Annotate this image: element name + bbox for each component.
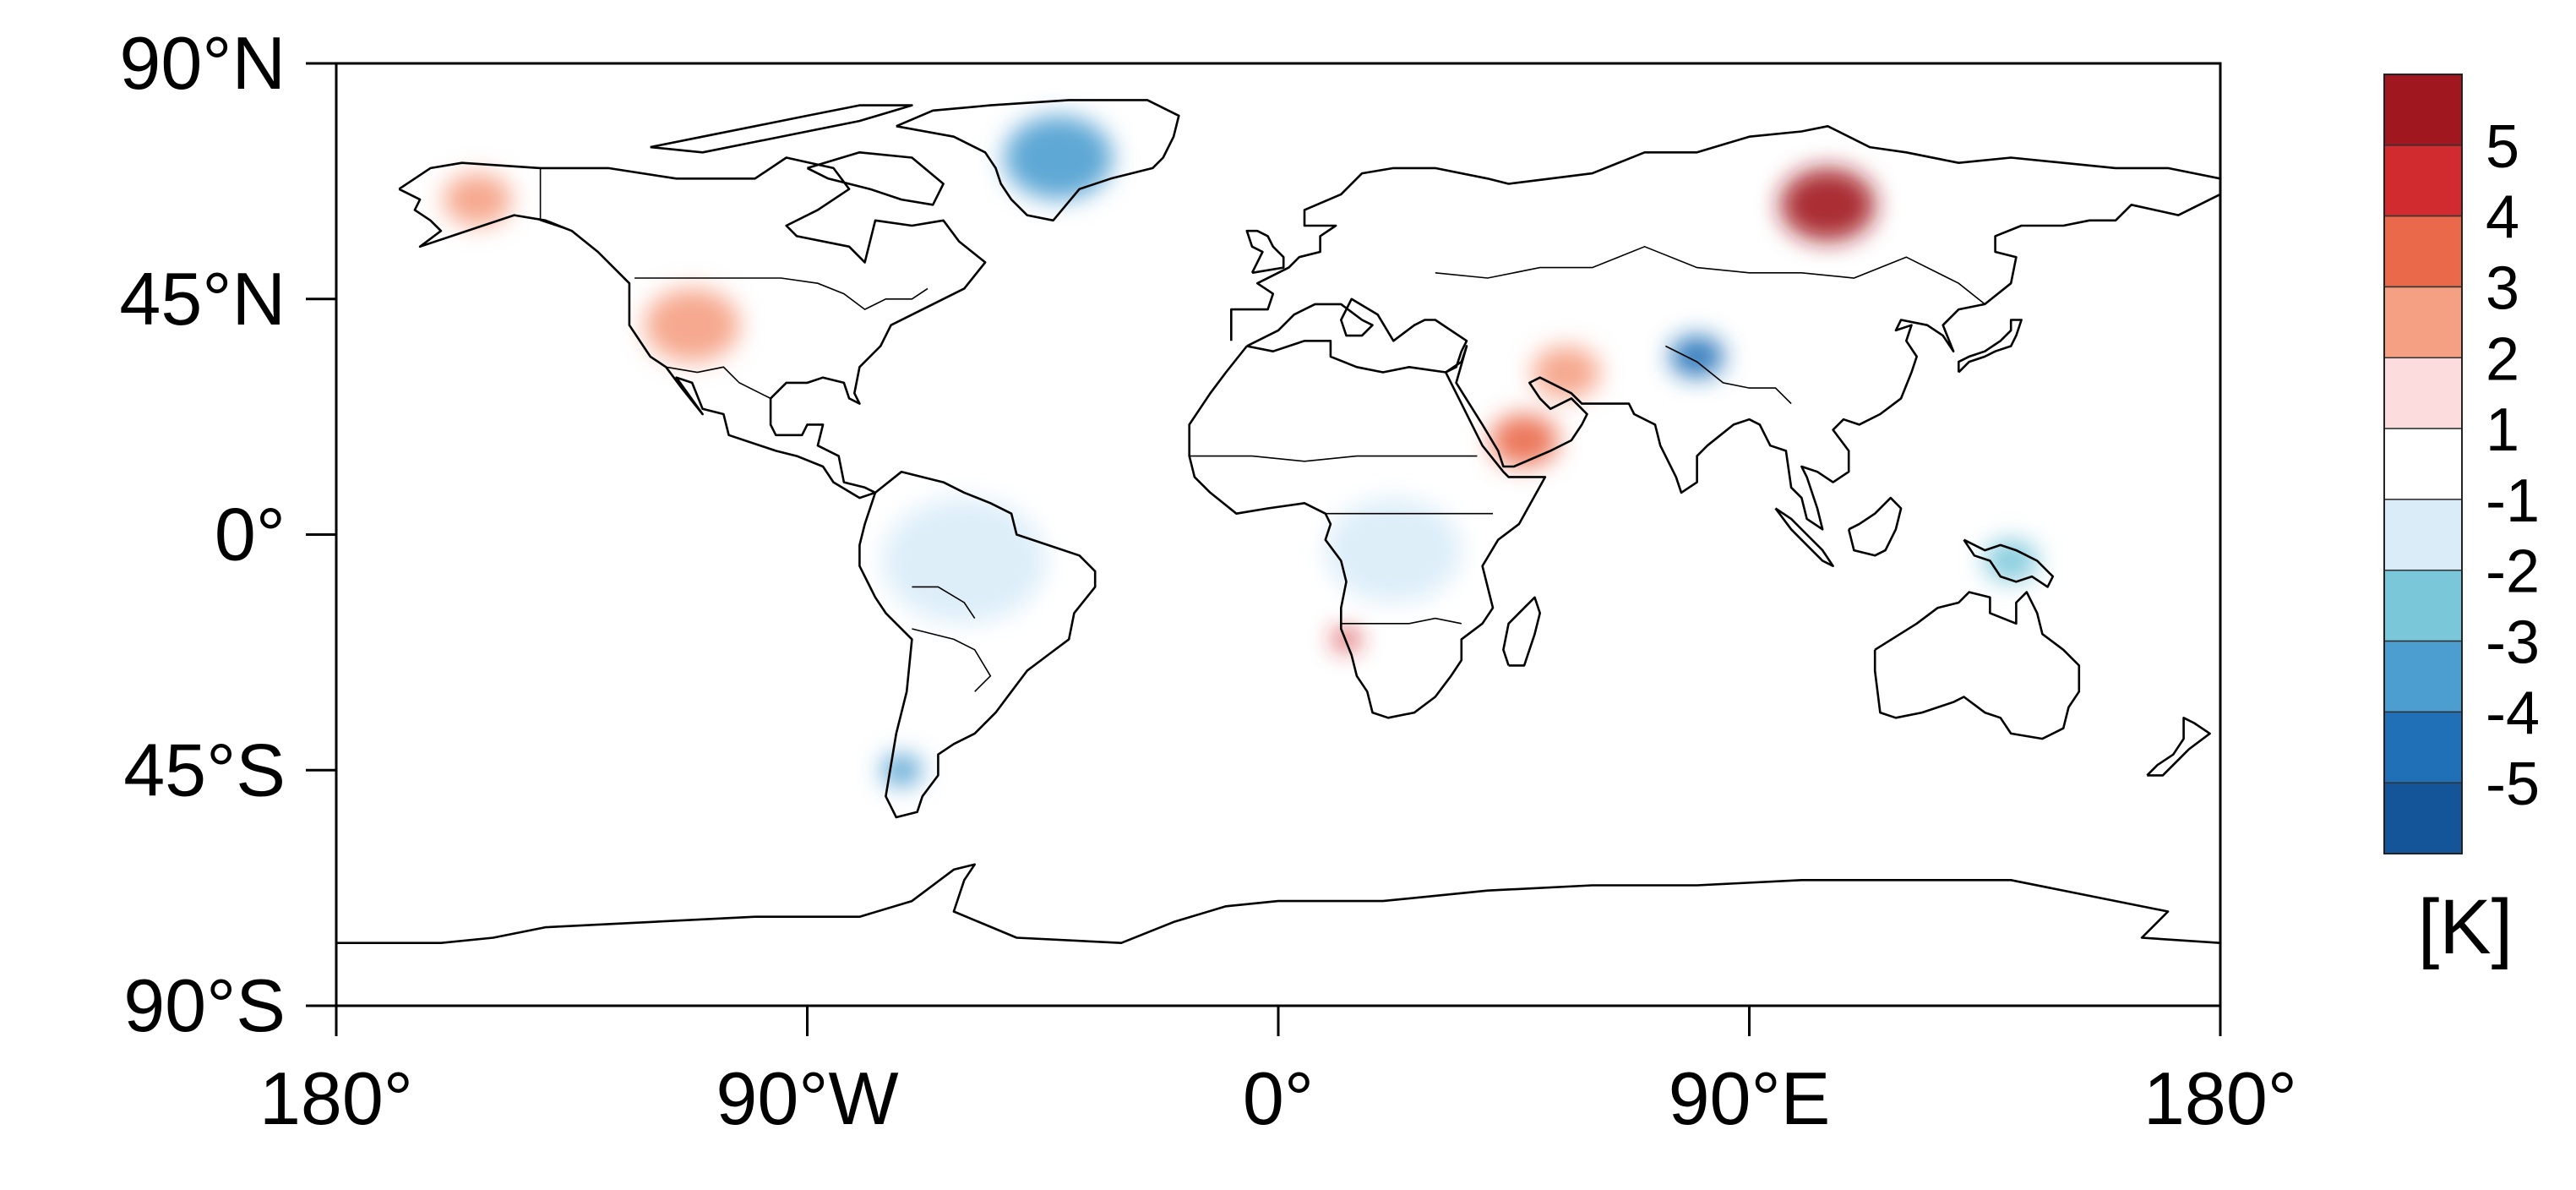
colorbar-swatch	[2383, 428, 2463, 500]
colorbar-level-label: -3	[2486, 609, 2540, 677]
anomaly-region-11	[1984, 539, 2039, 582]
map-background	[336, 63, 2220, 1006]
y-tick-label: 45°N	[119, 257, 286, 341]
colorbar-level-label: -5	[2486, 751, 2540, 818]
colorbar-swatch	[2383, 640, 2463, 713]
anomaly-region-6	[882, 498, 1046, 624]
x-tick-label: 180°	[2143, 1056, 2297, 1140]
border-africa-south	[1341, 617, 1462, 625]
colorbar-swatch	[2383, 74, 2463, 146]
colorbar-swatch	[2383, 357, 2463, 429]
longitude-axis: 180° 90°W 0° 90°E 180°	[259, 1006, 2297, 1140]
colorbar-swatch	[2383, 215, 2463, 288]
coastline-sumatra	[1774, 507, 1834, 568]
border-south-america	[912, 628, 992, 692]
border-us-mexico	[666, 366, 771, 400]
colorbar-swatch	[2383, 782, 2463, 854]
colorbar-level-label: 3	[2486, 254, 2519, 322]
x-tick-label: 90°E	[1669, 1056, 1831, 1140]
coastline-africa	[1188, 345, 1547, 719]
border-us-canada	[634, 277, 929, 311]
colorbar-unit-label: [K]	[2418, 884, 2513, 970]
coastline-arctic-islands	[650, 104, 913, 154]
coastline-layer	[336, 99, 2220, 944]
coastline-uk	[1245, 229, 1285, 275]
coastline-greenland	[896, 99, 1180, 222]
coastline-madagascar	[1502, 596, 1541, 667]
coastline-north-america	[398, 156, 987, 499]
colorbar-swatch	[2383, 499, 2463, 571]
colorbar-swatch	[2383, 286, 2463, 359]
colorbar-level-label: 4	[2486, 184, 2519, 252]
anomaly-region-1	[1490, 414, 1559, 467]
border-china-india	[1665, 345, 1792, 405]
border-africa-sahel	[1189, 455, 1478, 462]
anomaly-region-4	[1004, 115, 1114, 200]
latitude-axis: 90°N 45°N 0° 45°S 90°S	[119, 21, 336, 1047]
anomaly-region-0	[1780, 167, 1876, 242]
y-tick-label: 90°N	[119, 21, 286, 105]
colorbar-swatch	[2383, 711, 2463, 783]
colorbar-level-label: 2	[2486, 325, 2519, 393]
x-tick-label: 0°	[1243, 1056, 1314, 1140]
colorbar-level-label: -4	[2486, 680, 2540, 747]
coastline-antarctica	[336, 863, 2220, 944]
coastline-south-america	[858, 470, 1097, 819]
colorbar-frame	[2383, 74, 2463, 854]
anomaly-region-7	[1325, 498, 1462, 603]
border-brazil-north	[912, 586, 976, 620]
coastline-baffin	[806, 151, 945, 206]
colorbar-level-label: 1	[2486, 396, 2519, 464]
coastline-mediterranean	[1246, 298, 1468, 374]
anomaly-region-3	[1669, 336, 1724, 378]
colorbar-swatch	[2383, 569, 2463, 642]
x-tick-label: 180°	[259, 1056, 413, 1140]
coastline-borneo	[1847, 496, 1903, 557]
border-alaska-canada	[539, 167, 573, 232]
coastline-europe	[1230, 125, 2220, 341]
anomaly-field-layer	[443, 115, 2039, 786]
coastline-japan	[1958, 319, 2023, 374]
coastline-new-zealand	[2146, 716, 2211, 777]
colorbar-level-label: -1	[2486, 467, 2540, 535]
y-tick-label: 45°S	[123, 728, 286, 811]
map-panel	[335, 62, 2222, 1007]
colorbar-level-label: -2	[2486, 538, 2540, 606]
anomaly-region-10	[1532, 346, 1600, 399]
y-tick-label: 0°	[215, 493, 286, 576]
colorbar-swatch	[2383, 145, 2463, 217]
border-russia-south	[1435, 245, 1985, 305]
x-tick-label: 90°W	[716, 1056, 898, 1140]
coastline-australia	[1873, 591, 2081, 740]
coastline-arabia-asia	[1445, 193, 2220, 531]
anomaly-region-8	[644, 288, 740, 363]
coastline-new-guinea	[1963, 538, 2055, 588]
country-border-layer	[539, 167, 1985, 692]
colorbar-level-label: 5	[2486, 113, 2519, 181]
anomaly-region-9	[443, 173, 512, 227]
y-tick-label: 90°S	[123, 963, 286, 1047]
